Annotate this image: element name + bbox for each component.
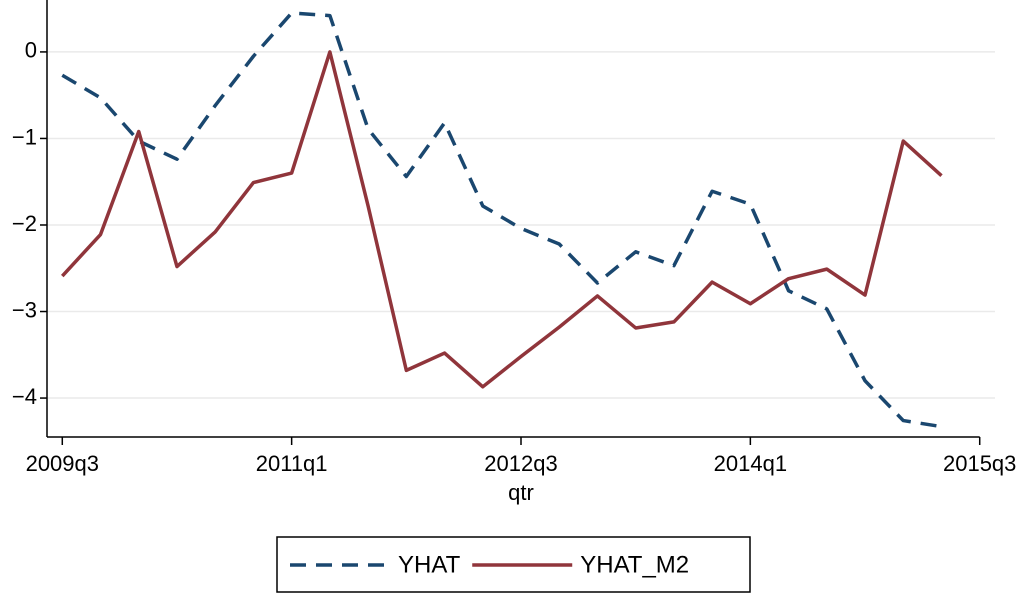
x-tick-label: 2009q3 <box>26 451 99 476</box>
y-tick-label: 0 <box>25 38 37 63</box>
x-tick-label: 2015q3 <box>943 451 1016 476</box>
y-tick-label: −4 <box>12 384 37 409</box>
y-tick-label: −1 <box>12 124 37 149</box>
series-line <box>61 50 943 389</box>
legend-label: YHAT <box>398 551 461 578</box>
series-line <box>61 11 942 429</box>
x-tick-label: 2012q3 <box>484 451 557 476</box>
x-tick-label: 2014q1 <box>714 451 787 476</box>
y-tick-label: −2 <box>12 211 37 236</box>
y-tick-label: −3 <box>12 297 37 322</box>
legend-label: YHAT_M2 <box>580 551 689 578</box>
x-axis-title: qtr <box>508 480 534 505</box>
x-tick-label: 2011q1 <box>256 451 328 476</box>
